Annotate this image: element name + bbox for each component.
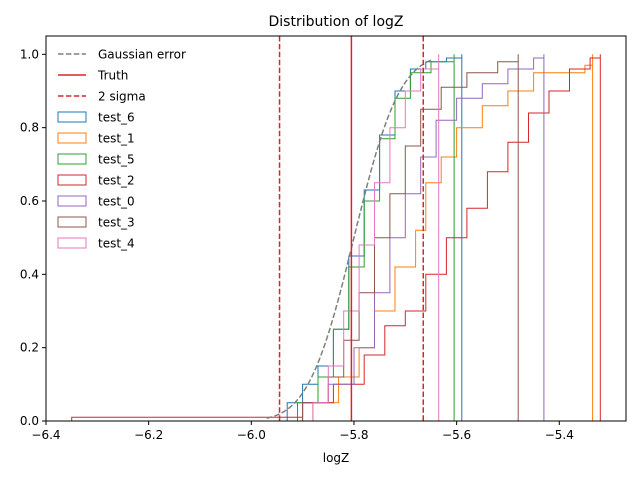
legend-label: test_5 <box>98 153 135 167</box>
legend-label: test_4 <box>98 237 135 251</box>
legend-label: test_0 <box>98 195 135 209</box>
y-tick-label: 0.8 <box>20 121 39 135</box>
legend-label: test_6 <box>98 111 135 125</box>
legend-box-swatch <box>57 174 87 186</box>
legend: Gaussian error Truth 2 sigma test_6 test_1te… <box>57 48 186 251</box>
plot-lines <box>71 36 601 421</box>
y-tick-label: 0.6 <box>20 194 39 208</box>
legend-label: Truth <box>97 69 128 83</box>
legend-entry-truth: Truth <box>58 69 128 83</box>
series-line-test_2 <box>71 54 601 421</box>
legend-label: Gaussian error <box>98 48 186 62</box>
axis-ticks: −6.4 −6.2 −6.0 −5.8 −5.6 −5.4 0.0 0.2 0.4 0.6 0.8 1… <box>20 47 574 442</box>
legend-entry-test_3: test_3 <box>57 216 135 230</box>
legend-label: test_1 <box>98 132 135 146</box>
y-tick-label: 0.0 <box>20 414 39 428</box>
x-tick-label: −6.2 <box>134 428 163 442</box>
legend-label: test_3 <box>98 216 135 230</box>
x-tick-label: −6.0 <box>237 428 266 442</box>
legend-entry-test_6: test_6 <box>57 111 135 125</box>
legend-box-swatch <box>57 153 87 165</box>
series-line-test_5 <box>271 54 455 421</box>
legend-box-swatch <box>57 195 87 207</box>
y-tick-label: 0.2 <box>20 341 39 355</box>
y-tick-label: 0.4 <box>20 267 39 281</box>
x-tick-label: −5.4 <box>545 428 574 442</box>
axes-frame <box>45 35 627 422</box>
legend-entry-test_1: test_1 <box>57 132 135 146</box>
legend-entry-gaussian-error: Gaussian error <box>58 48 186 62</box>
legend-entry-test_5: test_5 <box>57 153 135 167</box>
legend-entry-test_4: test_4 <box>57 237 135 251</box>
legend-box-swatch <box>57 132 87 144</box>
legend-label: 2 sigma <box>98 90 146 104</box>
legend-box-swatch <box>57 237 87 249</box>
legend-entry-test_2: test_2 <box>57 174 135 188</box>
legend-label: test_2 <box>98 174 135 188</box>
chart-title: Distribution of logZ <box>268 14 403 30</box>
series-line-test_3 <box>277 54 519 421</box>
x-axis-label: logZ <box>323 451 350 465</box>
x-tick-label: −5.8 <box>339 428 368 442</box>
x-tick-label: −6.4 <box>31 428 60 442</box>
legend-entry-2-sigma: 2 sigma <box>58 90 146 104</box>
series-line-test_4 <box>292 54 440 421</box>
x-tick-label: −5.6 <box>442 428 471 442</box>
series-line-test_1 <box>282 54 594 421</box>
series-line-test_0 <box>277 54 545 421</box>
y-tick-label: 1.0 <box>20 47 39 61</box>
legend-box-swatch <box>57 111 87 123</box>
legend-entry-test_0: test_0 <box>57 195 135 209</box>
legend-box-swatch <box>57 216 87 228</box>
